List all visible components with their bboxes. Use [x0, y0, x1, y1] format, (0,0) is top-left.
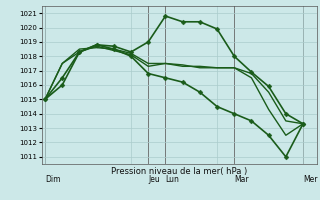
Text: Dim: Dim: [45, 175, 60, 184]
X-axis label: Pression niveau de la mer( hPa ): Pression niveau de la mer( hPa ): [111, 167, 247, 176]
Text: Lun: Lun: [165, 175, 179, 184]
Text: Mar: Mar: [234, 175, 249, 184]
Text: Mer: Mer: [303, 175, 317, 184]
Text: Jeu: Jeu: [148, 175, 160, 184]
